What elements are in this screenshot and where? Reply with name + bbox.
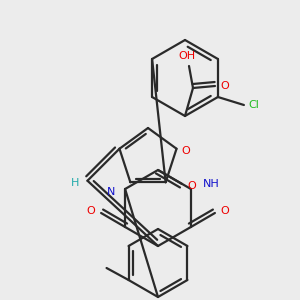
Text: O: O: [220, 206, 229, 216]
Text: O: O: [87, 206, 95, 216]
Text: O: O: [188, 181, 196, 191]
Text: NH: NH: [202, 179, 219, 189]
Text: O: O: [220, 81, 230, 91]
Text: OH: OH: [178, 51, 196, 61]
Text: Cl: Cl: [248, 100, 259, 110]
Text: N: N: [107, 187, 115, 197]
Text: H: H: [71, 178, 80, 188]
Text: O: O: [181, 146, 190, 156]
